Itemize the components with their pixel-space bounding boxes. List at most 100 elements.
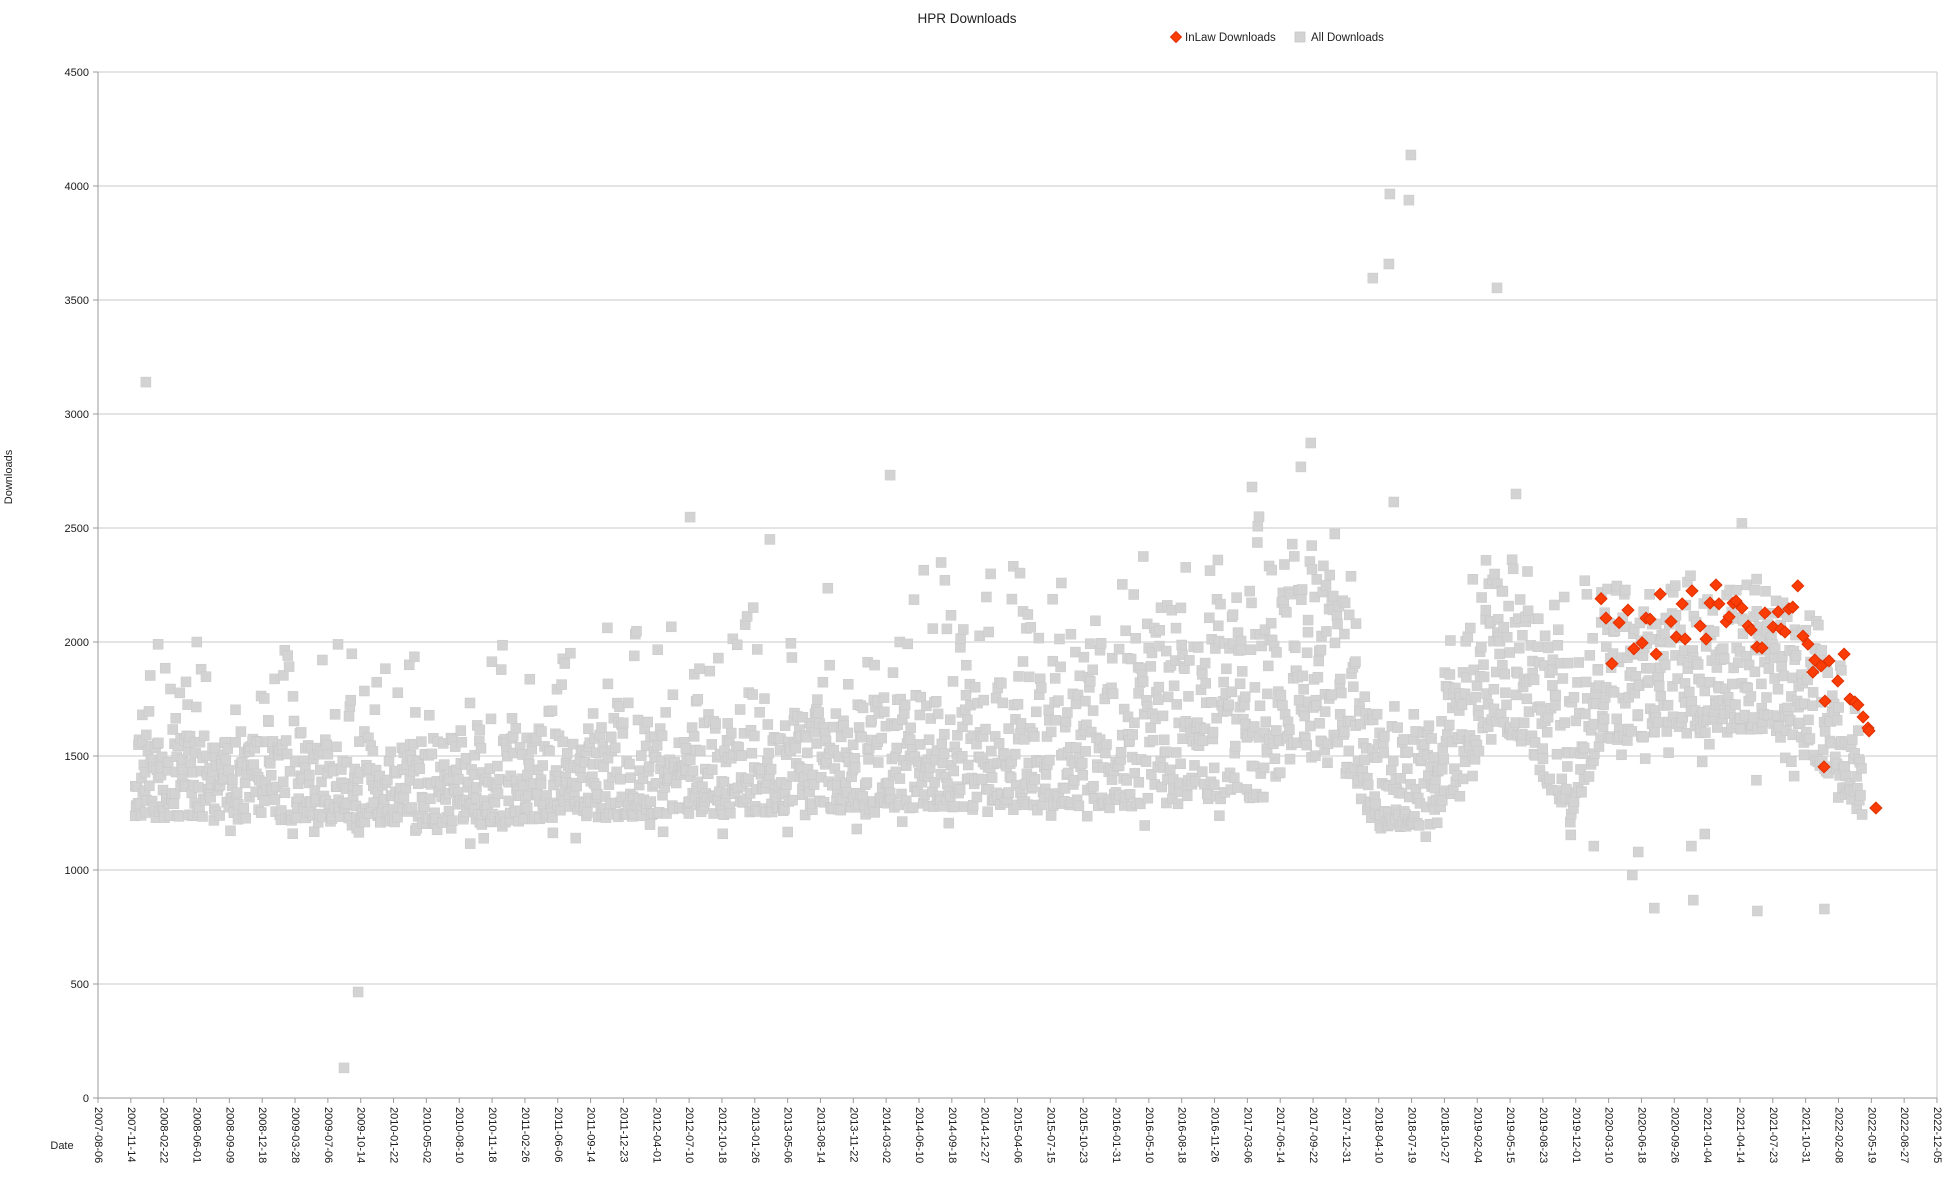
all-downloads-point — [1265, 617, 1277, 629]
all-downloads-point — [238, 803, 250, 814]
all-downloads-point — [570, 832, 581, 844]
all-downloads-point — [1159, 734, 1170, 746]
inlaw-downloads-point — [1791, 579, 1805, 593]
all-downloads-point — [1324, 569, 1335, 581]
all-downloads-point — [790, 742, 802, 754]
all-downloads-point — [1056, 577, 1067, 589]
x-tick-label: 2021-01-04 — [1701, 1107, 1713, 1163]
all-downloads-point — [614, 701, 625, 712]
x-tick-label: 2010-11-18 — [486, 1107, 498, 1162]
all-downloads-point — [955, 642, 966, 653]
inlaw-downloads-point — [1786, 600, 1800, 614]
inlaw-downloads-point — [1612, 615, 1626, 630]
all-downloads-point — [1717, 643, 1729, 654]
all-downloads-point — [811, 738, 822, 749]
all-downloads-point — [1856, 809, 1868, 820]
x-tick-label: 2012-04-01 — [650, 1107, 662, 1163]
all-downloads-point — [629, 650, 640, 662]
all-downloads-point — [1335, 673, 1346, 685]
all-downloads-point — [1856, 763, 1867, 774]
all-downloads-point — [1395, 773, 1406, 784]
all-downloads-point — [1153, 681, 1165, 693]
all-downloads-point — [1388, 496, 1400, 508]
inlaw-downloads-legend-label: InLaw Downloads — [1185, 32, 1276, 44]
all-downloads-point — [1551, 748, 1563, 760]
all-downloads-point — [1498, 621, 1509, 633]
all-downloads-point — [1473, 745, 1485, 757]
inlaw-downloads-point — [1831, 674, 1845, 688]
all-downloads-point — [1756, 678, 1767, 690]
inlaw-downloads-point — [1837, 647, 1851, 661]
all-downloads-point — [1497, 660, 1508, 671]
all-downloads-point — [884, 469, 896, 481]
x-tick-label: 2021-10-31 — [1800, 1107, 1812, 1163]
all-downloads-point — [409, 651, 420, 663]
all-downloads-point — [1696, 756, 1708, 768]
all-downloads-point — [680, 742, 692, 754]
all-downloads-point — [747, 602, 759, 613]
all-downloads-point — [944, 714, 956, 725]
all-downloads-point — [288, 715, 300, 727]
all-downloads-point — [1197, 735, 1209, 747]
all-downloads-point — [1180, 562, 1191, 573]
all-downloads-point — [1266, 564, 1277, 576]
all-downloads-point — [1006, 593, 1018, 605]
all-downloads-point — [1547, 680, 1558, 691]
all-downloads-point — [863, 754, 874, 765]
inlaw-downloads-point — [1605, 657, 1619, 671]
all-downloads-point — [1405, 149, 1417, 161]
all-downloads-point — [1214, 810, 1225, 821]
inlaw-downloads-point — [1669, 630, 1683, 644]
all-downloads-point — [1157, 710, 1169, 722]
all-downloads-point — [1748, 712, 1759, 723]
all-downloads-point — [547, 812, 558, 823]
all-downloads-point — [352, 986, 364, 998]
all-downloads-point — [666, 621, 677, 633]
all-downloads-point — [1113, 643, 1125, 655]
all-downloads-point — [556, 679, 567, 690]
legend: InLaw Downloads All Downloads — [1169, 30, 1384, 44]
all-downloads-point — [1120, 625, 1131, 636]
all-downloads-point — [1622, 735, 1633, 746]
all-downloads-point — [1533, 613, 1544, 625]
all-downloads-point — [281, 748, 293, 760]
all-downloads-point — [1080, 695, 1091, 707]
x-tick-label: 2016-01-31 — [1110, 1107, 1122, 1163]
all-downloads-point — [1816, 645, 1828, 656]
all-downloads-point — [283, 661, 295, 672]
all-downloads-point — [1204, 565, 1216, 576]
all-downloads-point — [1445, 635, 1456, 646]
all-downloads-point — [1350, 656, 1361, 667]
all-downloads-point — [144, 780, 155, 792]
all-downloads-point — [1296, 584, 1308, 595]
all-downloads-point — [1306, 564, 1318, 575]
all-downloads-point — [704, 665, 716, 677]
all-downloads-point — [1128, 589, 1139, 600]
all-downloads-point — [1584, 650, 1596, 661]
all-downloads-point — [1692, 659, 1704, 670]
all-downloads-point — [486, 656, 498, 667]
all-downloads-point — [1263, 660, 1274, 672]
all-downloads-point — [899, 699, 911, 711]
all-downloads-point — [974, 630, 985, 642]
x-tick-label: 2013-05-06 — [782, 1107, 794, 1163]
all-downloads-point — [398, 791, 410, 803]
all-downloads-point — [1277, 700, 1288, 711]
all-downloads-point — [1259, 624, 1271, 635]
all-downloads-point — [1350, 618, 1362, 629]
inlaw-downloads-point — [1818, 694, 1832, 708]
all-downloads-point — [523, 759, 535, 770]
all-downloads-point — [1638, 731, 1649, 743]
all-downloads-point — [1313, 655, 1324, 667]
all-downloads-point — [1769, 643, 1781, 654]
all-downloads-point — [1402, 746, 1414, 758]
all-downloads-point — [1312, 671, 1324, 683]
all-downloads-point — [1731, 584, 1742, 596]
all-downloads-point — [1437, 795, 1448, 806]
all-downloads-point — [1305, 437, 1317, 449]
all-downloads-point — [935, 557, 947, 568]
all-downloads-point — [1420, 831, 1432, 842]
all-downloads-point — [557, 736, 568, 748]
all-downloads-point — [1008, 561, 1019, 572]
all-downloads-point — [1379, 730, 1390, 742]
